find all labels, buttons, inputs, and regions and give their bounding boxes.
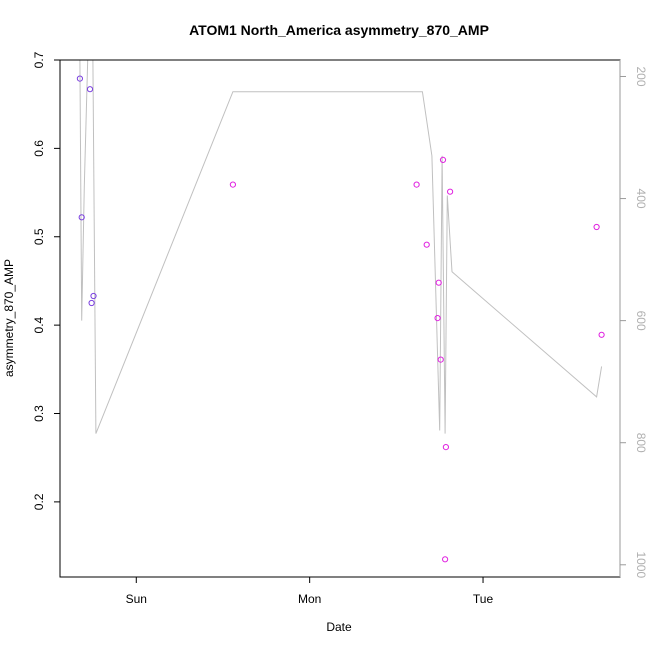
y-tick-label: 0.7 — [32, 51, 46, 68]
data-point — [435, 279, 442, 286]
data-point — [442, 444, 449, 451]
y2-tick-label: 1000 — [634, 551, 648, 578]
data-point — [78, 214, 85, 221]
data-point — [598, 331, 605, 338]
data-point — [86, 86, 94, 93]
x-tick-label: Tue — [473, 592, 494, 606]
y-tick-label: 0.4 — [32, 316, 46, 333]
data-point — [442, 556, 449, 563]
chart-title: ATOM1 North_America asymmetry_870_AMP — [189, 22, 489, 38]
data-point — [90, 292, 97, 300]
data-point — [447, 188, 454, 195]
x-tick-label: Sun — [126, 592, 147, 606]
x-axis-label: Date — [326, 620, 352, 634]
series-line — [79, 59, 603, 434]
data-point — [437, 356, 444, 363]
y2-tick-label: 800 — [634, 433, 648, 453]
data-point — [434, 315, 441, 322]
data-point — [593, 223, 600, 231]
y2-tick-label: 600 — [634, 311, 648, 331]
y-tick-label: 0.6 — [32, 140, 46, 157]
y-tick-label: 0.3 — [32, 405, 46, 422]
data-point — [229, 181, 236, 188]
data-point — [423, 241, 430, 248]
plot-frame — [59, 59, 621, 578]
x-tick-label: Mon — [298, 592, 321, 606]
y2-tick-label: 200 — [634, 66, 648, 86]
y-tick-label: 0.2 — [32, 493, 46, 510]
data-point — [76, 75, 84, 82]
data-point — [88, 299, 95, 307]
y2-tick-label: 400 — [634, 189, 648, 209]
y-tick-label: 0.5 — [32, 228, 46, 245]
y-axis-label: asymmetry_870_AMP — [2, 259, 16, 377]
data-point — [439, 156, 447, 163]
plot-area: 200 400 600 800 1000 0.2 0.3 0.4 0.5 0.6 0.7 Sun Mon… — [32, 51, 648, 606]
data-point — [413, 181, 420, 188]
